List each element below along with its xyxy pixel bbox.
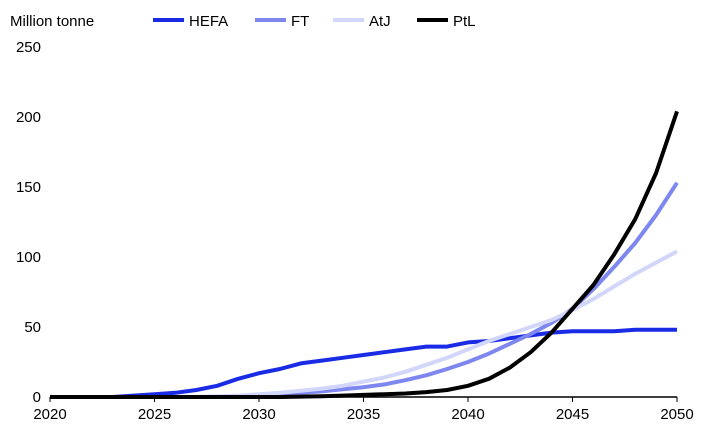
- legend-label-ft: FT: [291, 13, 309, 30]
- y-tick-label: 200: [16, 109, 41, 126]
- legend-label-hefa: HEFA: [189, 13, 228, 30]
- y-tick-label: 50: [24, 319, 41, 336]
- series-line-hefa: [50, 327, 677, 399]
- series-line-ft: [50, 181, 679, 399]
- y-tick-label: 100: [16, 249, 41, 266]
- x-tick-label: 2040: [451, 406, 484, 423]
- x-tick-label: 2020: [33, 406, 66, 423]
- x-tick-label: 2025: [138, 406, 171, 423]
- x-tick-label: 2050: [660, 406, 693, 423]
- legend: HEFA FT AtJ PtL: [153, 13, 476, 30]
- x-tick-label: 2045: [556, 406, 589, 423]
- y-tick-label: 150: [16, 179, 41, 196]
- x-axis-ticks: 2020 2025 2030 2035 2040 2045 2050: [33, 397, 694, 423]
- x-tick-label: 2030: [242, 406, 275, 423]
- legend-label-atj: AtJ: [369, 13, 391, 30]
- y-tick-label: 250: [16, 39, 41, 56]
- series-line-ptl: [50, 110, 679, 399]
- x-tick-label: 2035: [347, 406, 380, 423]
- series-line-atj: [50, 249, 678, 399]
- series-group: [50, 110, 679, 399]
- legend-label-ptl: PtL: [453, 13, 476, 30]
- y-axis-ticks: 0 50 100 150 200 250: [16, 39, 41, 406]
- unit-label: Million tonne: [10, 13, 94, 30]
- y-tick-label: 0: [33, 389, 41, 406]
